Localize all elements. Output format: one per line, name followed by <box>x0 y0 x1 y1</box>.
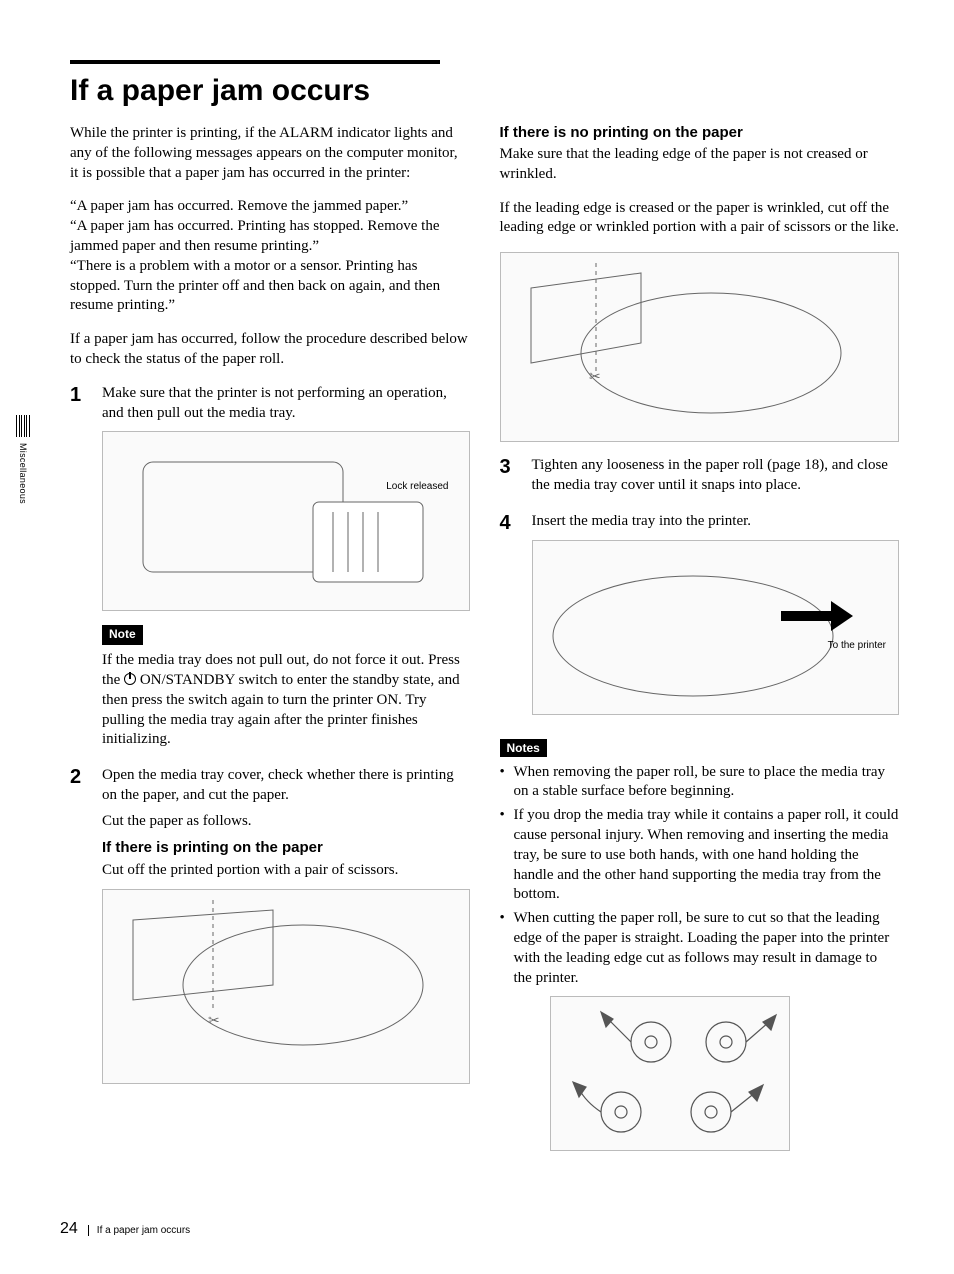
step-2: 2 Open the media tray cover, check wheth… <box>70 766 470 1098</box>
heading-rule <box>70 60 440 64</box>
right-column: If there is no printing on the paper Mak… <box>500 124 900 1165</box>
subtext-no-printing-2: If the leading edge is creased or the pa… <box>500 199 900 239</box>
insert-tray-line-art-icon <box>533 541 899 714</box>
illustration-cut-printed: ✂ <box>102 889 470 1084</box>
subhead-no-printing: If there is no printing on the paper <box>500 124 900 141</box>
note-1-text: If the media tray does not pull out, do … <box>102 651 470 750</box>
step-2-text-b: Cut the paper as follows. <box>102 812 470 832</box>
illustration-cut-leading-edge: ✂ <box>500 252 900 442</box>
page-footer: 24 If a paper jam occurs <box>60 1220 190 1238</box>
notes-item: When removing the paper roll, be sure to… <box>500 763 900 803</box>
side-tab-bars <box>17 415 31 437</box>
illustration-label-lock: Lock released <box>386 480 448 493</box>
power-icon <box>124 673 136 685</box>
illustration-label-to-printer: To the printer <box>828 639 886 652</box>
step-2-number: 2 <box>70 766 88 1098</box>
step-1-number: 1 <box>70 384 88 756</box>
two-column-layout: While the printer is printing, if the AL… <box>70 124 899 1165</box>
step-3-number: 3 <box>500 456 518 502</box>
illustration-lock-released: Lock released <box>102 431 470 611</box>
svg-text:✂: ✂ <box>208 1012 220 1028</box>
subtext-printing: Cut off the printed portion with a pair … <box>102 861 470 881</box>
step-4-text: Insert the media tray into the printer. <box>532 512 900 532</box>
step-3: 3 Tighten any looseness in the paper rol… <box>500 456 900 502</box>
footer-title: If a paper jam occurs <box>88 1225 190 1236</box>
left-column: While the printer is printing, if the AL… <box>70 124 470 1165</box>
media-tray-cut-line-art-icon: ✂ <box>501 253 899 441</box>
intro-paragraph-1: While the printer is printing, if the AL… <box>70 124 470 183</box>
notes-list: When removing the paper roll, be sure to… <box>500 763 900 989</box>
step-4-number: 4 <box>500 512 518 729</box>
side-tab-label: Miscellaneous <box>18 443 28 504</box>
media-tray-line-art-icon: ✂ <box>103 890 469 1083</box>
notes-item: If you drop the media tray while it cont… <box>500 806 900 905</box>
paper-roll-bad-cut-icon <box>551 997 789 1150</box>
error-messages: “A paper jam has occurred. Remove the ja… <box>70 197 470 316</box>
side-tab: Miscellaneous <box>17 415 31 504</box>
svg-text:✂: ✂ <box>589 368 601 384</box>
note-label: Note <box>102 625 143 645</box>
step-3-text: Tighten any looseness in the paper roll … <box>532 456 900 496</box>
page-heading: If a paper jam occurs <box>70 74 899 108</box>
subhead-printing: If there is printing on the paper <box>102 838 470 858</box>
subtext-no-printing-1: Make sure that the leading edge of the p… <box>500 145 900 185</box>
step-2-text-a: Open the media tray cover, check whether… <box>102 766 470 806</box>
notes-item: When cutting the paper roll, be sure to … <box>500 909 900 988</box>
intro-paragraph-2: If a paper jam has occurred, follow the … <box>70 330 470 370</box>
illustration-insert-tray: To the printer <box>532 540 900 715</box>
page-number: 24 <box>60 1220 78 1238</box>
step-1: 1 Make sure that the printer is not perf… <box>70 384 470 756</box>
notes-label: Notes <box>500 739 547 757</box>
step-4: 4 Insert the media tray into the printer… <box>500 512 900 729</box>
illustration-bad-cuts <box>550 996 790 1151</box>
step-1-text: Make sure that the printer is not perfor… <box>102 384 470 424</box>
printer-line-art-icon <box>103 432 469 610</box>
